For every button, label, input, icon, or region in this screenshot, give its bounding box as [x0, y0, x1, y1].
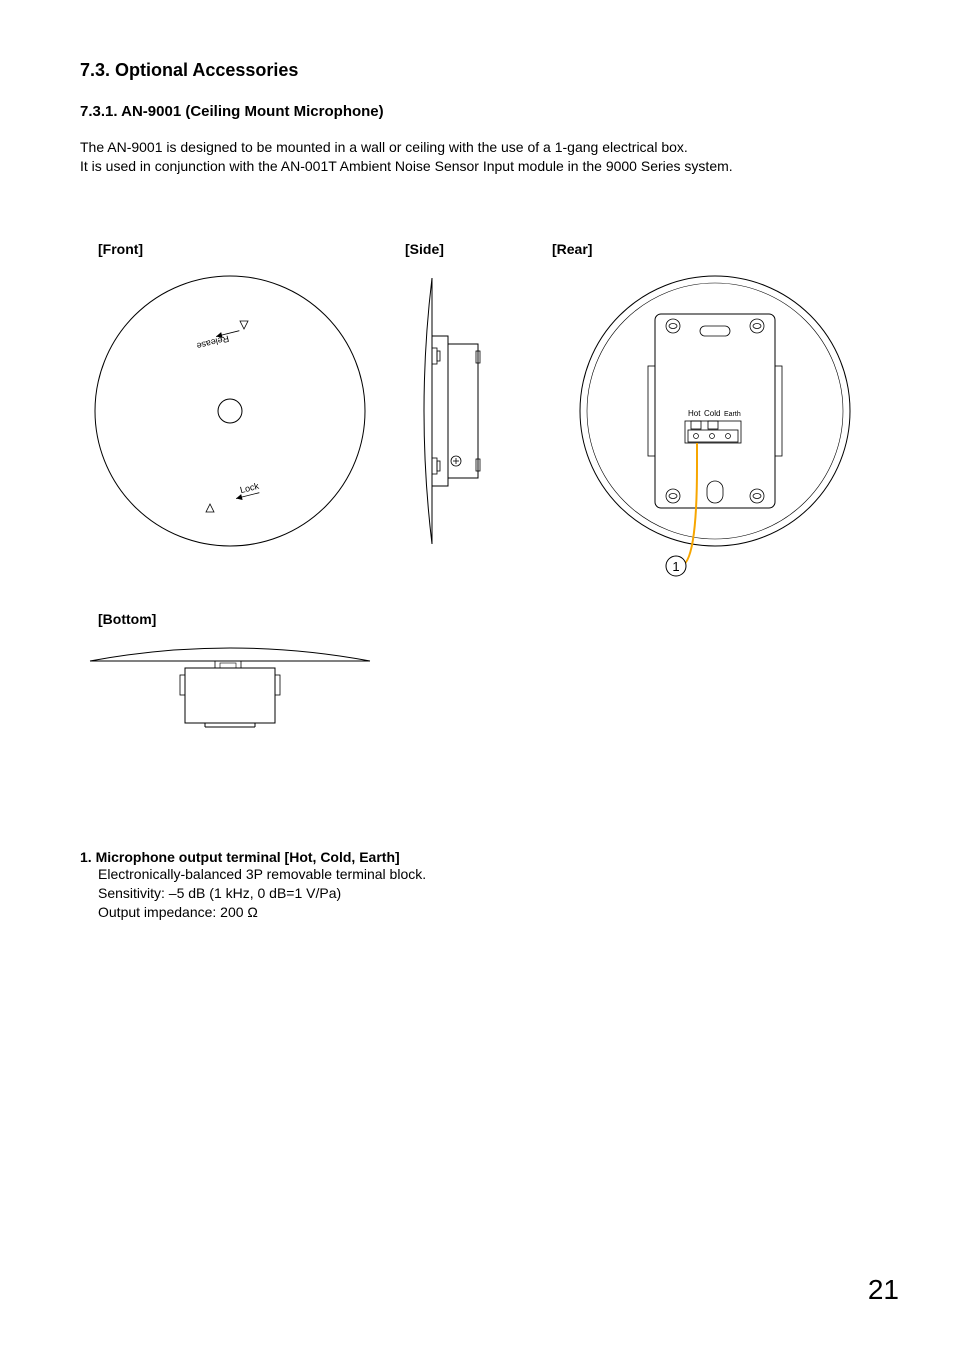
page: 7.3. Optional Accessories 7.3.1. AN-9001… [0, 0, 954, 1351]
spec-line3: Output impedance: 200 Ω [98, 904, 258, 920]
description-paragraph: The AN-9001 is designed to be mounted in… [80, 138, 880, 176]
views-row: [Front] [Side] [Rear] [80, 241, 880, 581]
bottom-svg [80, 639, 380, 749]
spec-title: 1. Microphone output terminal [Hot, Cold… [80, 849, 880, 865]
rear-view: Hot Cold Earth 1 [560, 266, 860, 586]
terminal-hot: Hot [688, 409, 701, 418]
spec-line2: Sensitivity: –5 dB (1 kHz, 0 dB=1 V/Pa) [98, 885, 341, 901]
front-label: [Front] [98, 241, 143, 257]
callout-number: 1 [672, 559, 679, 574]
rear-label: [Rear] [552, 241, 592, 257]
spec-lines: Electronically-balanced 3P removable ter… [98, 865, 880, 922]
svg-text:Release: Release [196, 333, 230, 351]
paragraph-line1: The AN-9001 is designed to be mounted in… [80, 139, 688, 155]
rear-svg: Hot Cold Earth 1 [560, 266, 860, 586]
bottom-label: [Bottom] [98, 611, 880, 627]
front-svg: Release Lock [90, 266, 370, 556]
side-view [410, 266, 490, 556]
spec-block: 1. Microphone output terminal [Hot, Cold… [80, 849, 880, 922]
side-svg [410, 266, 490, 556]
page-number: 21 [868, 1274, 899, 1306]
release-text: Release [196, 333, 230, 351]
front-view: Release Lock [90, 266, 370, 556]
section-heading: 7.3. Optional Accessories [80, 60, 880, 81]
terminal-cold: Cold [704, 409, 720, 418]
side-label: [Side] [405, 241, 444, 257]
spec-line1: Electronically-balanced 3P removable ter… [98, 866, 426, 882]
page-content: 7.3. Optional Accessories 7.3.1. AN-9001… [80, 60, 880, 921]
terminal-earth: Earth [724, 411, 741, 418]
bottom-section: [Bottom] [80, 611, 880, 749]
subsection-heading: 7.3.1. AN-9001 (Ceiling Mount Microphone… [80, 103, 880, 120]
paragraph-line2: It is used in conjunction with the AN-00… [80, 158, 733, 174]
